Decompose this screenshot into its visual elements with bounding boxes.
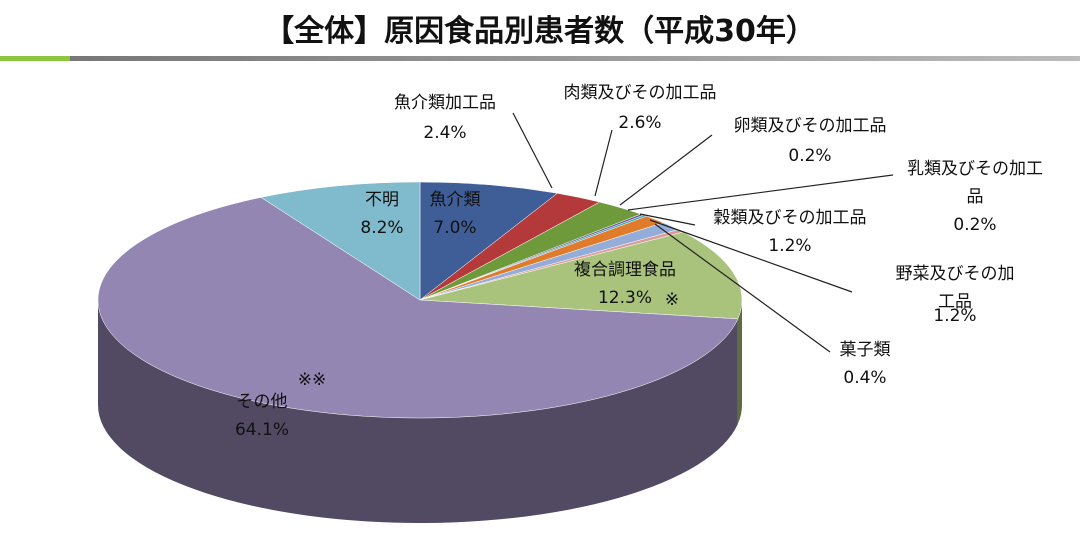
value-label: 64.1%	[234, 420, 290, 440]
category-label: 野菜及びその加工品	[895, 264, 1015, 312]
value-label: 1.2%	[933, 306, 977, 326]
value-label: 1.2%	[768, 236, 812, 256]
leader-line	[594, 129, 613, 197]
category-label: 乳類及びその加工品	[907, 159, 1043, 207]
value-label: 7.0%	[433, 218, 477, 238]
value-label: 0.4%	[843, 368, 887, 388]
title-rule	[0, 56, 1080, 61]
pie-side	[97, 300, 738, 524]
value-label: 0.2%	[788, 146, 832, 166]
value-label: 8.2%	[360, 218, 404, 238]
value-label: 2.4%	[423, 123, 467, 143]
chart-title: 【全体】原因食品別患者数（平成30年）	[264, 14, 816, 49]
pie-slice	[419, 181, 558, 301]
category-label: 卵類及びその加工品	[733, 116, 887, 136]
leader-line	[512, 112, 553, 189]
leader-line	[627, 174, 894, 211]
pie-side	[737, 300, 742, 424]
leader-line	[639, 213, 696, 226]
pie-slice	[260, 181, 421, 301]
category-label: 不明	[365, 190, 399, 210]
pie-slice	[419, 231, 743, 320]
category-label: 穀類及びその加工品	[713, 208, 867, 228]
annotation: ※※	[297, 370, 327, 390]
leader-line	[649, 219, 853, 293]
category-label: 複合調理食品	[574, 260, 676, 280]
category-label: 菓子類	[839, 340, 891, 360]
annotation: ※	[664, 290, 680, 310]
category-label: 肉類及びその加工品	[563, 83, 717, 103]
category-label: 魚介類	[429, 190, 481, 210]
leader-line	[654, 223, 831, 353]
value-label: 0.2%	[953, 215, 997, 235]
pie-slice	[97, 197, 739, 419]
value-label: 2.6%	[618, 113, 662, 133]
leader-line	[619, 134, 713, 206]
value-label: 12.3%	[597, 288, 653, 308]
category-label: 魚介類加工品	[394, 93, 496, 113]
category-label: その他	[236, 392, 288, 412]
